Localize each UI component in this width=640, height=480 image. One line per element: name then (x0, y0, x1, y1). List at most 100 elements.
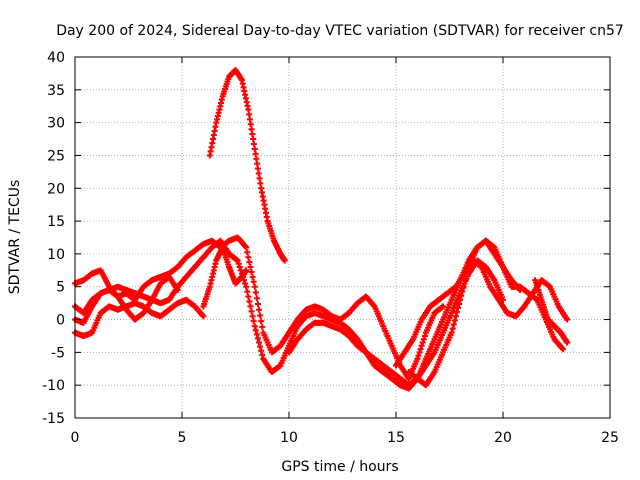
data-point (414, 355, 421, 362)
data-point (249, 273, 256, 280)
data-point (564, 339, 571, 346)
data-point (281, 257, 288, 264)
data-point (246, 298, 253, 305)
data-points (72, 67, 571, 392)
y-tick-label: 35 (47, 83, 65, 99)
data-point (259, 351, 266, 358)
data-point (462, 276, 469, 283)
data-point (252, 289, 259, 296)
data-point (564, 316, 571, 323)
data-point (458, 292, 465, 299)
data-point (452, 313, 459, 320)
data-point (450, 321, 457, 328)
data-point (244, 249, 251, 256)
x-tick-label: 20 (494, 430, 512, 446)
data-point (259, 323, 266, 330)
x-tick-label: 0 (71, 430, 80, 446)
data-point (256, 306, 263, 313)
data-point (245, 293, 252, 300)
data-point (418, 342, 425, 349)
x-tick-labels: 0 5 10 15 20 25 (71, 430, 619, 446)
data-point (440, 303, 447, 310)
data-point (248, 308, 255, 315)
y-tick-label: 30 (47, 116, 65, 132)
data-point (254, 300, 261, 307)
data-point (448, 329, 455, 336)
y-tick-label: -5 (51, 345, 65, 361)
series-arc-d (72, 273, 181, 326)
data-point (419, 339, 426, 346)
series-arc-peak (206, 67, 288, 264)
data-point (464, 268, 471, 275)
data-point (250, 318, 257, 325)
y-tick-label: -15 (42, 411, 65, 427)
data-point (243, 244, 250, 251)
data-point (247, 303, 254, 310)
data-point (455, 305, 462, 312)
series-arc-b (72, 237, 506, 392)
y-axis-label: SDTVAR / TECUs (7, 180, 23, 295)
series-arc-e (200, 244, 250, 310)
y-tick-label: 0 (56, 313, 65, 329)
data-point (249, 313, 256, 320)
chart-title: Day 200 of 2024, Sidereal Day-to-day VTE… (56, 23, 624, 39)
data-point (253, 331, 260, 338)
data-point (247, 264, 254, 271)
data-point (449, 325, 456, 332)
y-tick-labels: -15 -10 -5 0 5 10 15 20 25 30 35 40 (42, 50, 65, 427)
data-point (257, 312, 264, 319)
series-arc-h (405, 237, 566, 389)
series-arc-g (393, 257, 571, 369)
data-point (245, 254, 252, 261)
y-tick-label: 10 (47, 247, 65, 263)
y-tick-label: 15 (47, 214, 65, 230)
data-point (243, 283, 250, 290)
axis-ticks (74, 56, 611, 419)
data-point (256, 339, 263, 346)
x-tick-label: 10 (280, 430, 298, 446)
data-point (200, 313, 207, 320)
data-point (251, 283, 258, 290)
data-point (253, 295, 260, 302)
grid-lines (75, 57, 610, 418)
data-point (250, 278, 257, 285)
x-tick-label: 5 (178, 430, 187, 446)
y-tick-label: 25 (47, 148, 65, 164)
data-point (246, 259, 253, 266)
data-point (174, 287, 181, 294)
data-point (244, 288, 251, 295)
data-point (257, 343, 264, 350)
data-point (420, 336, 427, 343)
data-point (243, 267, 250, 274)
data-point (460, 284, 467, 291)
data-point (258, 347, 265, 354)
x-tick-label: 15 (387, 430, 405, 446)
data-point (235, 260, 242, 267)
data-point (416, 349, 423, 356)
data-point (415, 352, 422, 359)
data-point (456, 300, 463, 307)
data-point (417, 346, 424, 353)
data-point (461, 280, 468, 287)
data-point (251, 323, 258, 330)
data-point (559, 346, 566, 353)
data-point (242, 280, 249, 287)
plot-frame (74, 56, 611, 419)
series-arc-c (72, 296, 207, 339)
data-point (258, 318, 265, 325)
data-point (459, 288, 466, 295)
data-point (248, 268, 255, 275)
x-axis-label: GPS time / hours (281, 459, 398, 475)
data-point (234, 257, 241, 264)
data-point (236, 264, 243, 271)
data-point (453, 309, 460, 316)
y-tick-label: 40 (47, 50, 65, 66)
y-tick-label: 20 (47, 181, 65, 197)
y-tick-label: 5 (56, 280, 65, 296)
data-point (457, 296, 464, 303)
data-point (254, 335, 261, 342)
data-point (421, 332, 428, 339)
data-point (451, 317, 458, 324)
y-tick-label: -10 (42, 378, 65, 394)
